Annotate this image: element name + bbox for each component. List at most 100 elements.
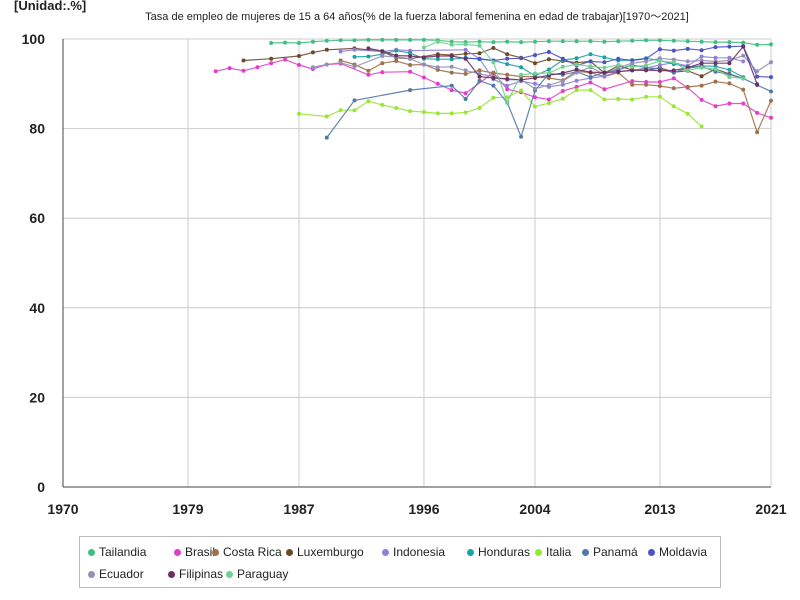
data-point-italia xyxy=(644,94,649,99)
series-line-italia xyxy=(298,89,703,127)
data-point-ecuador xyxy=(533,86,537,91)
plot-area: 0 20 40 60 80 100 1970 1979 1987 1996 2004 2013 2021 xyxy=(22,31,787,517)
legend-marker xyxy=(535,549,542,556)
data-point-moldavia xyxy=(755,74,760,79)
data-point-tailandia xyxy=(671,38,676,43)
data-point-tailandia xyxy=(449,39,454,44)
data-point-moldavia xyxy=(685,46,690,51)
data-point-ecuador xyxy=(574,70,579,75)
legend-item-italia: Italia xyxy=(535,545,571,559)
data-point-moldavia xyxy=(769,75,773,80)
data-point-tailandia xyxy=(713,40,718,45)
data-point-tailandia xyxy=(533,39,537,44)
data-point-ecuador xyxy=(380,54,385,58)
data-point-tailandia xyxy=(699,39,704,44)
data-point-costa-rica xyxy=(505,72,510,77)
data-point-panama xyxy=(491,83,496,88)
data-point-brasil xyxy=(727,101,732,106)
data-point-filipinas xyxy=(366,46,371,51)
data-point-moldavia xyxy=(519,56,524,61)
data-point-italia xyxy=(560,96,565,101)
data-point-indonesia xyxy=(713,55,718,60)
data-point-italia xyxy=(338,108,343,113)
data-point-honduras xyxy=(727,67,732,72)
data-point-italia xyxy=(435,111,440,116)
data-point-brasil xyxy=(241,68,246,73)
data-point-honduras xyxy=(449,57,454,62)
legend-label: Brasil xyxy=(185,545,216,559)
data-point-brasil xyxy=(769,115,773,120)
series-line-indonesia xyxy=(340,49,744,88)
data-point-panama xyxy=(408,88,413,93)
data-point-ecuador xyxy=(435,65,440,70)
data-point-italia xyxy=(602,97,607,102)
legend-marker xyxy=(174,549,181,556)
data-point-ecuador xyxy=(644,59,649,64)
data-point-paraguay xyxy=(644,63,649,68)
data-point-ecuador xyxy=(449,64,454,69)
data-point-filipinas xyxy=(657,68,662,73)
legend-label: Paraguay xyxy=(237,567,289,581)
data-point-filipinas xyxy=(741,44,746,49)
data-point-filipinas xyxy=(644,67,649,72)
data-point-filipinas xyxy=(408,54,413,58)
data-point-italia xyxy=(408,109,413,114)
legend-item-brasil: Brasil xyxy=(174,545,215,559)
data-point-brasil xyxy=(741,101,746,106)
data-point-luxemburgo xyxy=(324,47,329,52)
data-point-italia xyxy=(463,110,468,115)
data-point-costa-rica xyxy=(449,70,454,75)
legend-item-honduras: Honduras xyxy=(467,545,530,559)
data-point-filipinas xyxy=(394,53,399,58)
data-point-ecuador xyxy=(338,60,343,65)
x-tick-label: 2021 xyxy=(755,501,786,517)
data-point-paraguay xyxy=(616,63,621,67)
data-point-tailandia xyxy=(269,41,274,45)
data-point-filipinas xyxy=(671,68,676,73)
data-point-filipinas xyxy=(505,76,510,81)
data-point-brasil xyxy=(421,75,426,80)
data-point-tailandia xyxy=(657,38,662,43)
data-point-ecuador xyxy=(560,79,565,84)
data-point-honduras xyxy=(546,67,551,72)
data-point-luxemburgo xyxy=(269,56,274,61)
data-point-indonesia xyxy=(463,47,468,52)
series-line-costa-rica xyxy=(340,59,772,134)
y-tick-label: 20 xyxy=(29,389,45,405)
data-point-filipinas xyxy=(560,71,565,75)
data-point-costa-rica xyxy=(671,86,676,91)
data-point-luxemburgo xyxy=(463,51,468,56)
data-point-indonesia xyxy=(505,83,510,88)
data-point-brasil xyxy=(213,69,218,74)
data-point-honduras xyxy=(352,54,357,59)
data-point-panama xyxy=(769,89,773,94)
data-point-panama xyxy=(352,98,357,103)
data-point-paraguay xyxy=(574,62,579,67)
data-point-italia xyxy=(616,97,621,101)
data-point-costa-rica xyxy=(657,84,662,88)
data-point-italia xyxy=(685,111,690,116)
data-point-honduras xyxy=(366,54,371,59)
legend-marker xyxy=(467,549,474,556)
data-point-costa-rica xyxy=(477,68,482,73)
x-tick-label: 2013 xyxy=(644,501,675,517)
data-point-italia xyxy=(380,102,385,107)
legend-marker xyxy=(648,549,655,556)
data-point-italia xyxy=(657,94,662,99)
data-point-ecuador xyxy=(324,62,329,67)
data-point-tailandia xyxy=(644,38,649,43)
data-point-moldavia xyxy=(727,44,732,49)
data-point-brasil xyxy=(297,63,301,67)
legend-label: Panamá xyxy=(593,545,638,559)
data-point-tailandia xyxy=(408,37,413,42)
legend-label: Indonesia xyxy=(393,545,446,559)
data-point-tailandia xyxy=(297,41,301,45)
legend-label: Costa Rica xyxy=(223,545,282,559)
data-point-brasil xyxy=(755,110,760,115)
data-point-moldavia xyxy=(699,48,704,53)
data-point-filipinas xyxy=(435,54,440,58)
data-point-italia xyxy=(671,104,676,109)
data-point-ecuador xyxy=(741,53,746,58)
unit-label: [Unidad:.%] xyxy=(14,0,87,13)
data-point-luxemburgo xyxy=(505,52,510,57)
